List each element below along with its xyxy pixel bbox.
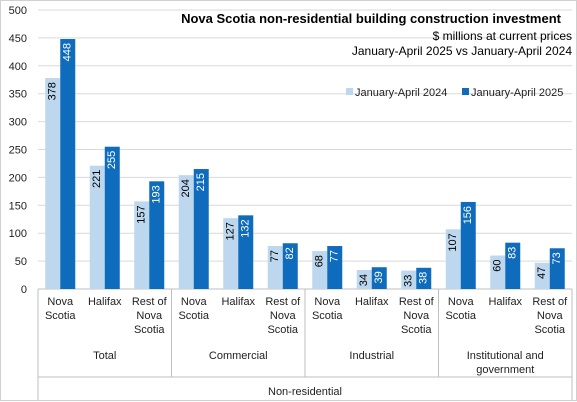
data-label: 132 — [240, 219, 252, 237]
category-label: Scotia — [534, 324, 565, 336]
category-label: Halifax — [355, 296, 389, 308]
group-label: Institutional and — [467, 350, 544, 362]
category-label: Halifax — [221, 296, 255, 308]
data-label: 255 — [106, 151, 118, 169]
bar — [282, 243, 298, 289]
data-label: 448 — [62, 43, 74, 61]
y-tick-label: 200 — [9, 172, 27, 184]
y-tick-label: 450 — [9, 33, 27, 45]
data-label: 221 — [91, 170, 103, 188]
category-label: Scotia — [134, 324, 165, 336]
legend-swatch — [462, 88, 469, 95]
bar — [312, 251, 328, 289]
bar — [178, 175, 194, 289]
category-label: Scotia — [45, 310, 76, 322]
legend-label: January-April 2024 — [355, 87, 447, 99]
data-label: 204 — [180, 179, 192, 197]
bar — [549, 248, 565, 289]
category-label: Nova — [270, 310, 297, 322]
category-label: Nova — [47, 296, 74, 308]
data-label: 34 — [358, 274, 370, 286]
group-label: Commercial — [209, 350, 268, 362]
category-label: Scotia — [267, 324, 298, 336]
y-tick-label: 350 — [9, 89, 27, 101]
y-tick-label: 500 — [9, 5, 27, 17]
category-label: Scotia — [312, 310, 343, 322]
data-label: 156 — [462, 206, 474, 224]
category-label: Scotia — [178, 310, 209, 322]
data-label: 215 — [195, 173, 207, 191]
chart-title: Nova Scotia non-residential building con… — [181, 11, 562, 26]
y-tick-label: 100 — [9, 228, 27, 240]
bar — [371, 267, 387, 289]
y-tick-label: 0 — [21, 284, 27, 296]
category-label: Nova — [136, 310, 163, 322]
data-label: 77 — [269, 250, 281, 262]
data-label: 107 — [447, 233, 459, 251]
data-label: 39 — [373, 271, 385, 283]
category-label: Rest of — [265, 296, 301, 308]
data-label: 157 — [136, 205, 148, 223]
data-label: 38 — [418, 272, 430, 284]
chart-subtitle: January-April 2025 vs January-April 2024 — [352, 44, 572, 58]
data-label: 83 — [507, 247, 519, 259]
bar — [60, 39, 76, 290]
category-label: Nova — [537, 310, 564, 322]
top-group-label: Non-residential — [268, 386, 342, 398]
y-tick-label: 250 — [9, 145, 27, 157]
data-label: 73 — [551, 252, 563, 264]
bar — [416, 267, 432, 289]
category-label: Nova — [181, 296, 208, 308]
category-label: Rest of — [532, 296, 568, 308]
bar — [490, 255, 506, 289]
category-label: Rest of — [399, 296, 435, 308]
data-label: 77 — [329, 250, 341, 262]
data-label: 193 — [151, 185, 163, 203]
category-label: Nova — [448, 296, 475, 308]
legend-label: January-April 2025 — [471, 87, 563, 99]
bar — [534, 262, 550, 289]
y-tick-label: 50 — [15, 256, 27, 268]
data-label: 68 — [314, 255, 326, 267]
category-label: Halifax — [88, 296, 122, 308]
category-label: Scotia — [445, 310, 476, 322]
category-label: Nova — [403, 310, 430, 322]
group-label: Industrial — [349, 350, 394, 362]
group-label: Total — [93, 350, 116, 362]
bar — [104, 146, 120, 289]
group-label: government — [476, 364, 534, 376]
bar — [89, 165, 105, 289]
bar — [445, 229, 461, 289]
category-label: Halifax — [488, 296, 522, 308]
bar — [45, 78, 61, 290]
bar — [238, 215, 254, 289]
data-label: 82 — [284, 247, 296, 259]
bar — [327, 246, 343, 289]
data-label: 127 — [225, 222, 237, 240]
y-tick-label: 400 — [9, 61, 27, 73]
bar — [356, 270, 372, 289]
bar — [134, 201, 150, 289]
bar — [505, 242, 521, 289]
data-label: 47 — [536, 267, 548, 279]
category-label: Nova — [314, 296, 341, 308]
y-tick-label: 150 — [9, 200, 27, 212]
chart-subtitle: $ millions at current prices — [433, 29, 572, 43]
bar — [460, 201, 476, 289]
bar — [401, 270, 417, 289]
legend-swatch — [346, 88, 353, 95]
y-tick-label: 300 — [9, 117, 27, 129]
data-label: 378 — [47, 82, 59, 100]
bar — [193, 169, 209, 289]
category-label: Rest of — [132, 296, 168, 308]
data-label: 60 — [492, 260, 504, 272]
bar — [267, 246, 283, 289]
data-label: 33 — [403, 275, 415, 287]
category-label: Scotia — [401, 324, 432, 336]
bar — [223, 218, 239, 289]
bar — [149, 181, 165, 289]
